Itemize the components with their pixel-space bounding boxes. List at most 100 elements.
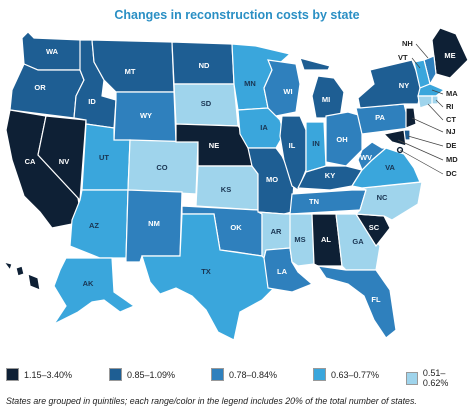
legend-swatch-q1 (6, 368, 19, 381)
state-label-ct: CT (446, 115, 456, 124)
state-label-mo: MO (266, 175, 278, 184)
legend-swatch-q3 (211, 368, 224, 381)
legend-label-q5: 0.51–0.62% (422, 368, 449, 388)
legend-item-q2: 0.85–1.09% (109, 368, 175, 381)
state-label-mi: MI (322, 95, 330, 104)
legend: 1.15–3.40% 0.85–1.09% 0.78–0.84% 0.63–0.… (6, 368, 466, 388)
leader-line-dc (399, 149, 444, 175)
state-wi (263, 59, 301, 117)
state-label-al: AL (321, 235, 331, 244)
state-nc (354, 181, 423, 221)
leader-line-ct (427, 103, 444, 121)
state-label-ms: MS (294, 235, 305, 244)
legend-label-q4: 0.63–0.77% (331, 369, 380, 380)
state-nj (405, 107, 417, 129)
us-state-map: WA OR CA NV ID MT WY UT AZ CO NM ND SD NE KS OK TX MN IA MO… (2, 27, 469, 341)
state-label-in: IN (312, 139, 320, 148)
state-label-dc: DC (446, 169, 457, 178)
state-label-ga: GA (352, 237, 364, 246)
state-label-ri: RI (446, 102, 454, 111)
state-label-oh: OH (336, 135, 347, 144)
state-label-ks: KS (221, 185, 231, 194)
state-or (9, 63, 85, 119)
state-mi (299, 57, 345, 119)
state-me (431, 27, 469, 79)
state-label-hi: HI (24, 291, 32, 300)
state-label-nv: NV (59, 157, 69, 166)
state-label-ny: NY (399, 81, 409, 90)
legend-label-q2: 0.85–1.09% (127, 369, 176, 380)
state-ky (297, 165, 363, 191)
state-label-wv: WV (360, 153, 372, 162)
state-label-mn: MN (244, 79, 256, 88)
leader-line-ri (435, 99, 444, 108)
leader-line-nh (415, 43, 429, 59)
state-label-ca: CA (25, 157, 36, 166)
state-md (382, 129, 407, 147)
state-label-az: AZ (89, 221, 99, 230)
legend-swatch-q2 (109, 368, 122, 381)
state-label-me: ME (444, 51, 455, 60)
state-label-nj: NJ (446, 127, 456, 136)
state-label-nc: NC (377, 193, 388, 202)
state-label-ok: OK (230, 223, 242, 232)
state-label-sc: SC (369, 223, 380, 232)
legend-swatch-q5 (406, 371, 418, 385)
legend-item-q3: 0.78–0.84% (211, 368, 277, 381)
state-label-va: VA (385, 163, 395, 172)
legend-item-q5: 0.51–0.62% (406, 368, 466, 388)
state-label-vt: VT (398, 53, 408, 62)
state-label-id: ID (88, 97, 96, 106)
state-label-tn: TN (309, 197, 319, 206)
state-ny (357, 59, 423, 109)
state-label-wa: WA (46, 47, 59, 56)
state-al (311, 213, 343, 267)
leader-line-ma (431, 89, 444, 95)
state-label-ut: UT (99, 153, 109, 162)
state-tn (289, 189, 367, 215)
state-label-nm: NM (148, 219, 160, 228)
state-label-ky: KY (325, 171, 335, 180)
state-label-nd: ND (199, 61, 210, 70)
state-nm (125, 189, 183, 263)
state-label-ne: NE (209, 141, 219, 150)
legend-item-q4: 0.63–0.77% (313, 368, 379, 381)
legend-swatch-q4 (313, 368, 326, 381)
leader-line-nj (411, 117, 444, 133)
state-label-ar: AR (271, 227, 282, 236)
state-label-mt: MT (125, 67, 136, 76)
legend-label-q3: 0.78–0.84% (229, 369, 278, 380)
state-ri (431, 95, 439, 105)
state-label-il: IL (289, 141, 296, 150)
state-label-co: CO (156, 163, 167, 172)
state-hi (2, 261, 41, 291)
state-label-wi: WI (283, 87, 292, 96)
state-label-sd: SD (201, 99, 212, 108)
state-label-pa: PA (375, 113, 385, 122)
state-label-ma: MA (446, 89, 458, 98)
state-la (263, 247, 314, 293)
state-label-wy: WY (140, 111, 152, 120)
legend-item-q1: 1.15–3.40% (6, 368, 72, 381)
state-label-ia: IA (260, 123, 268, 132)
leader-line-de (407, 135, 444, 147)
map-title: Changes in reconstruction costs by state (114, 8, 360, 22)
state-tx (141, 213, 275, 341)
state-mo (247, 147, 295, 215)
state-label-nh: NH (402, 39, 413, 48)
state-label-de: DE (446, 141, 456, 150)
leader-line-vt (411, 57, 421, 69)
state-label-tx: TX (201, 267, 211, 276)
state-fl (316, 265, 397, 339)
state-ak (52, 257, 136, 326)
legend-note: States are grouped in quintiles; each ra… (6, 396, 417, 406)
state-il (279, 115, 307, 191)
state-label-ak: AK (83, 279, 94, 288)
state-label-md: MD (446, 155, 458, 164)
leader-line-md (397, 139, 444, 161)
state-label-fl: FL (371, 295, 381, 304)
legend-label-q1: 1.15–3.40% (24, 369, 73, 380)
state-label-or: OR (34, 83, 46, 92)
state-label-la: LA (277, 267, 288, 276)
state-wv (357, 141, 388, 172)
